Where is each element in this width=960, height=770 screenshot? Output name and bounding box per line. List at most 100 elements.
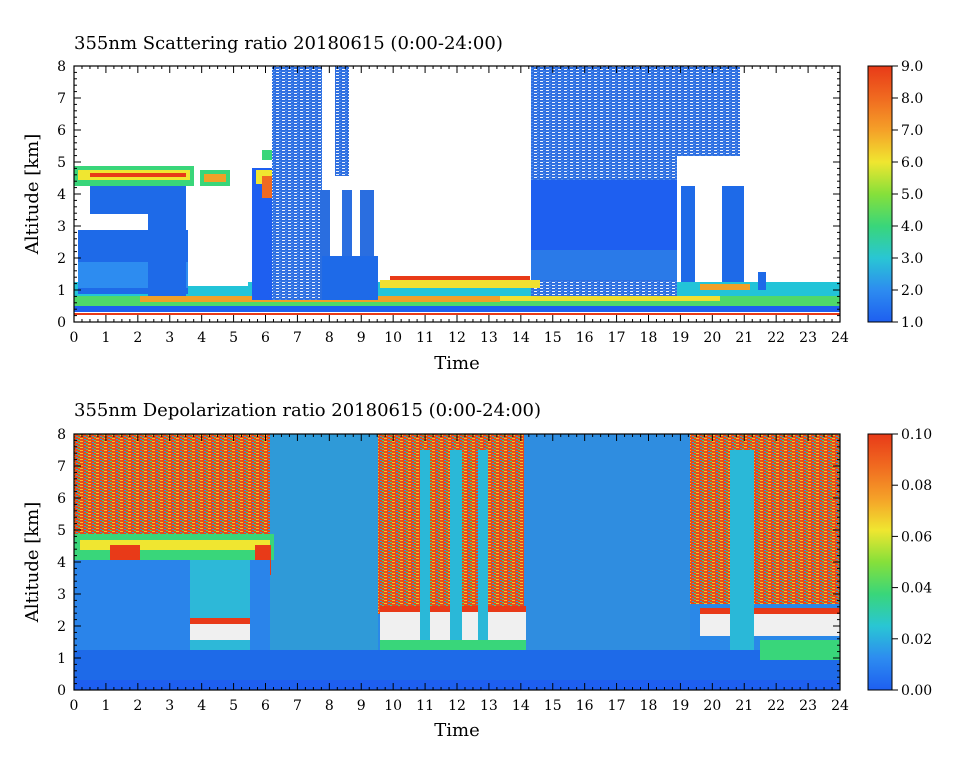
colorbar-tick-label: 9.0 (901, 59, 923, 75)
x-tick-label: 9 (357, 330, 366, 346)
colorbar-tick-label: 8.0 (901, 91, 923, 107)
x-tick-label: 16 (576, 698, 594, 714)
x-tick-label: 14 (512, 698, 530, 714)
scattering-colorbar-ticks: 1.0 2.0 3.0 4.0 5.0 6.0 7.0 8.0 9.0 (892, 59, 923, 331)
y-tick-label: 2 (57, 619, 66, 635)
depolarization-colorbar (867, 433, 893, 691)
x-tick-label: 0 (70, 330, 79, 346)
x-tick-label: 2 (133, 698, 142, 714)
x-tick-label: 8 (325, 330, 334, 346)
y-tick-label: 0 (57, 683, 66, 699)
x-tick-label: 0 (70, 698, 79, 714)
y-tick-label: 0 (57, 315, 66, 331)
x-tick-label: 17 (608, 698, 626, 714)
y-tick-label: 7 (57, 459, 66, 475)
x-tick-label: 19 (672, 698, 690, 714)
y-tick-label: 1 (57, 651, 66, 667)
x-tick-label: 20 (703, 698, 721, 714)
x-tick-label: 14 (512, 330, 530, 346)
y-tick-label: 3 (57, 219, 66, 235)
colorbar-tick-label: 1.0 (901, 315, 923, 331)
y-tick-label: 5 (57, 523, 66, 539)
y-tick-label: 1 (57, 283, 66, 299)
x-tick-label: 10 (384, 330, 402, 346)
x-tick-label: 12 (448, 330, 466, 346)
colorbar-tick-label: 6.0 (901, 155, 923, 171)
depolarization-plot-area (74, 434, 840, 690)
colorbar-tick-label: 0.08 (901, 478, 932, 494)
x-tick-label: 20 (703, 330, 721, 346)
noise-region-7h (272, 66, 322, 300)
depolarization-axis-ticks: 0 1 2 3 4 5 6 7 8 9 10 11 12 13 14 15 16 17 18 19 20 21 22 23 24… (57, 427, 849, 714)
x-tick-label: 16 (576, 330, 594, 346)
x-tick-label: 3 (165, 330, 174, 346)
cloud-columns-20h (676, 66, 740, 156)
y-tick-label: 8 (57, 427, 66, 443)
x-tick-label: 5 (229, 698, 238, 714)
colorbar-tick-label: 0.06 (901, 529, 932, 545)
x-tick-label: 10 (384, 698, 402, 714)
scattering-chart-title: 355nm Scattering ratio 20180615 (0:00-24… (74, 33, 503, 54)
colorbar-tick-label: 7.0 (901, 123, 923, 139)
colorbar-tick-label: 5.0 (901, 187, 923, 203)
x-tick-label: 15 (544, 330, 562, 346)
x-tick-label: 18 (640, 330, 658, 346)
scattering-ratio-panel: 0 1 2 3 4 5 6 7 8 9 10 11 12 13 14 15 16 17 18 19 20 21 22 23 24… (22, 33, 923, 374)
x-tick-label: 5 (229, 330, 238, 346)
y-tick-label: 4 (57, 555, 66, 571)
x-tick-label: 6 (261, 330, 270, 346)
x-tick-label: 4 (197, 698, 206, 714)
x-tick-label: 1 (101, 698, 110, 714)
x-tick-label: 22 (767, 330, 785, 346)
colorbar-tick-label: 0.10 (901, 427, 932, 443)
scattering-colorbar (867, 65, 893, 323)
x-tick-label: 23 (799, 330, 817, 346)
scattering-x-axis-label: Time (434, 353, 479, 374)
x-tick-label: 2 (133, 330, 142, 346)
x-tick-label: 8 (325, 698, 334, 714)
depolarization-y-axis-label: Altitude [km] (22, 502, 43, 624)
y-tick-label: 6 (57, 491, 66, 507)
scattering-y-axis-label: Altitude [km] (22, 134, 43, 256)
scattering-plot-area (74, 66, 840, 322)
y-tick-label: 5 (57, 155, 66, 171)
colorbar-tick-label: 0.02 (901, 632, 932, 648)
x-tick-label: 7 (293, 330, 302, 346)
depolarization-x-axis-label: Time (434, 720, 479, 741)
x-tick-label: 11 (416, 330, 434, 346)
colorbar-tick-label: 2.0 (901, 283, 923, 299)
colorbar-tick-label: 4.0 (901, 219, 923, 235)
x-tick-label: 17 (608, 330, 626, 346)
x-tick-label: 13 (480, 698, 498, 714)
x-tick-label: 24 (831, 698, 849, 714)
x-tick-label: 18 (640, 698, 658, 714)
x-tick-label: 21 (735, 698, 753, 714)
x-tick-label: 12 (448, 698, 466, 714)
depolarization-colorbar-ticks: 0.00 0.02 0.04 0.06 0.08 0.10 (892, 427, 932, 699)
x-tick-label: 9 (357, 698, 366, 714)
y-tick-label: 8 (57, 59, 66, 75)
scattering-axis-ticks: 0 1 2 3 4 5 6 7 8 9 10 11 12 13 14 15 16 17 18 19 20 21 22 23 24… (57, 59, 849, 346)
x-tick-label: 4 (197, 330, 206, 346)
y-tick-label: 4 (57, 187, 66, 203)
x-tick-label: 19 (672, 330, 690, 346)
y-tick-label: 3 (57, 587, 66, 603)
noise-region-upper (74, 434, 270, 534)
x-tick-label: 24 (831, 330, 849, 346)
y-tick-label: 7 (57, 91, 66, 107)
depolarization-ratio-panel: 0 1 2 3 4 5 6 7 8 9 10 11 12 13 14 15 16 17 18 19 20 21 22 23 24… (22, 400, 932, 741)
x-tick-label: 7 (293, 698, 302, 714)
x-tick-label: 6 (261, 698, 270, 714)
colorbar-tick-label: 3.0 (901, 251, 923, 267)
x-tick-label: 15 (544, 698, 562, 714)
x-tick-label: 11 (416, 698, 434, 714)
x-tick-label: 3 (165, 698, 174, 714)
x-tick-label: 1 (101, 330, 110, 346)
x-tick-label: 22 (767, 698, 785, 714)
colorbar-tick-label: 0.04 (901, 581, 932, 597)
x-tick-label: 21 (735, 330, 753, 346)
y-tick-label: 6 (57, 123, 66, 139)
colorbar-tick-label: 0.00 (901, 683, 932, 699)
depolarization-chart-title: 355nm Depolarization ratio 20180615 (0:0… (74, 400, 541, 421)
